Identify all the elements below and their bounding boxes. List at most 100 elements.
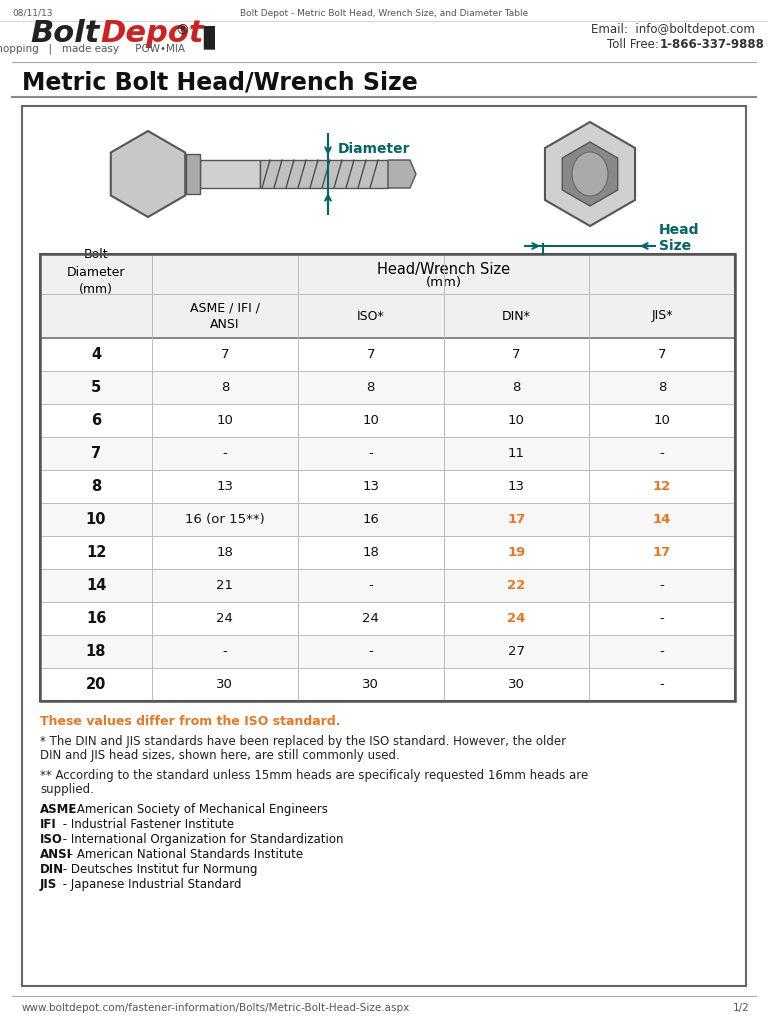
Text: 4: 4 — [91, 347, 101, 362]
Text: Head/Wrench Size: Head/Wrench Size — [377, 262, 510, 276]
Text: www.boltdepot.com/fastener-information/Bolts/Metric-Bolt-Head-Size.aspx: www.boltdepot.com/fastener-information/B… — [22, 1002, 410, 1013]
Text: Toll Free:: Toll Free: — [607, 38, 667, 50]
Bar — [40, 294, 735, 338]
Text: 24: 24 — [217, 612, 233, 625]
Text: -: - — [368, 579, 373, 592]
Text: 17: 17 — [653, 546, 671, 559]
Text: 6: 6 — [91, 413, 101, 428]
Text: 7: 7 — [91, 446, 101, 461]
Bar — [40, 569, 735, 602]
Bar — [40, 254, 735, 294]
Text: * The DIN and JIS standards have been replaced by the ISO standard. However, the: * The DIN and JIS standards have been re… — [40, 735, 566, 748]
Polygon shape — [388, 160, 416, 188]
Text: -: - — [223, 645, 227, 658]
Text: 24: 24 — [362, 612, 379, 625]
Text: 30: 30 — [362, 678, 379, 691]
Text: 14: 14 — [653, 513, 671, 526]
Text: 1/2: 1/2 — [733, 1002, 750, 1013]
Text: - International Organization for Standardization: - International Organization for Standar… — [58, 833, 343, 846]
Text: 12: 12 — [653, 480, 671, 493]
Polygon shape — [111, 131, 185, 217]
Text: IFI: IFI — [40, 818, 57, 831]
Text: 10: 10 — [362, 414, 379, 427]
Text: Bolt Depot - Metric Bolt Head, Wrench Size, and Diameter Table: Bolt Depot - Metric Bolt Head, Wrench Si… — [240, 8, 528, 17]
Text: 16 (or 15**): 16 (or 15**) — [185, 513, 265, 526]
Text: 11: 11 — [508, 447, 525, 460]
Text: ®: ® — [175, 24, 189, 38]
Text: -: - — [368, 447, 373, 460]
Text: -: - — [660, 645, 664, 658]
Bar — [40, 254, 735, 701]
Text: 8: 8 — [220, 381, 229, 394]
Bar — [22, 106, 746, 986]
Text: These values differ from the ISO standard.: These values differ from the ISO standar… — [40, 715, 340, 728]
Text: -: - — [660, 447, 664, 460]
Text: 16: 16 — [362, 513, 379, 526]
Text: Bolt: Bolt — [30, 19, 99, 48]
Text: DIN and JIS head sizes, shown here, are still commonly used.: DIN and JIS head sizes, shown here, are … — [40, 749, 400, 762]
Bar — [40, 602, 735, 635]
Bar — [260, 160, 388, 188]
Text: 8: 8 — [658, 381, 667, 394]
Bar — [186, 154, 200, 194]
Text: supplied.: supplied. — [40, 783, 94, 796]
Text: DIN*: DIN* — [502, 309, 531, 323]
Text: 22: 22 — [507, 579, 525, 592]
Text: 27: 27 — [508, 645, 525, 658]
Bar — [40, 437, 735, 470]
Text: 5: 5 — [91, 380, 101, 395]
Text: Bolt
Diameter
(mm): Bolt Diameter (mm) — [67, 249, 125, 296]
Text: JIS*: JIS* — [651, 309, 673, 323]
Text: - Deutsches Institut fur Normung: - Deutsches Institut fur Normung — [58, 863, 257, 876]
Ellipse shape — [572, 152, 608, 196]
Text: 8: 8 — [512, 381, 521, 394]
Text: -: - — [368, 645, 373, 658]
Bar — [40, 338, 735, 371]
Bar — [40, 635, 735, 668]
Bar — [40, 536, 735, 569]
Text: - Japanese Industrial Standard: - Japanese Industrial Standard — [58, 878, 241, 891]
Text: -: - — [660, 579, 664, 592]
Bar — [40, 404, 735, 437]
Text: fastener shopping   |   made easy     POW•MIA: fastener shopping | made easy POW•MIA — [0, 44, 186, 54]
Text: Metric Bolt Head/Wrench Size: Metric Bolt Head/Wrench Size — [22, 70, 418, 94]
Text: ** According to the standard unless 15mm heads are specificaly requested 16mm he: ** According to the standard unless 15mm… — [40, 769, 588, 782]
Text: 30: 30 — [508, 678, 525, 691]
Bar — [40, 470, 735, 503]
Bar — [40, 371, 735, 404]
Text: 7: 7 — [512, 348, 521, 361]
Text: Diameter: Diameter — [338, 142, 411, 156]
Text: Head
Size: Head Size — [659, 223, 700, 253]
Text: 7: 7 — [658, 348, 667, 361]
Text: 13: 13 — [217, 480, 233, 493]
Text: ▮: ▮ — [200, 23, 217, 51]
Text: Email:  info@boltdepot.com: Email: info@boltdepot.com — [591, 24, 755, 37]
Text: 13: 13 — [508, 480, 525, 493]
Text: 10: 10 — [86, 512, 106, 527]
Text: ISO*: ISO* — [357, 309, 385, 323]
Text: 10: 10 — [654, 414, 670, 427]
Text: 30: 30 — [217, 678, 233, 691]
Text: 1-866-337-9888: 1-866-337-9888 — [660, 38, 765, 50]
Text: 10: 10 — [508, 414, 525, 427]
Text: Depot: Depot — [100, 19, 204, 48]
Polygon shape — [545, 122, 635, 226]
Text: -: - — [660, 612, 664, 625]
Text: 24: 24 — [507, 612, 525, 625]
Text: 12: 12 — [86, 545, 106, 560]
Text: 8: 8 — [91, 479, 101, 494]
Text: -: - — [660, 678, 664, 691]
Text: DIN: DIN — [40, 863, 64, 876]
Text: 13: 13 — [362, 480, 379, 493]
Text: 18: 18 — [217, 546, 233, 559]
Text: 18: 18 — [86, 644, 106, 659]
Text: ANSI: ANSI — [40, 848, 72, 861]
Bar — [200, 160, 260, 188]
Text: 8: 8 — [366, 381, 375, 394]
Text: ASME: ASME — [40, 803, 78, 816]
Text: 17: 17 — [507, 513, 525, 526]
Text: 7: 7 — [220, 348, 229, 361]
Text: 20: 20 — [86, 677, 106, 692]
Text: 19: 19 — [507, 546, 525, 559]
Text: 7: 7 — [366, 348, 375, 361]
